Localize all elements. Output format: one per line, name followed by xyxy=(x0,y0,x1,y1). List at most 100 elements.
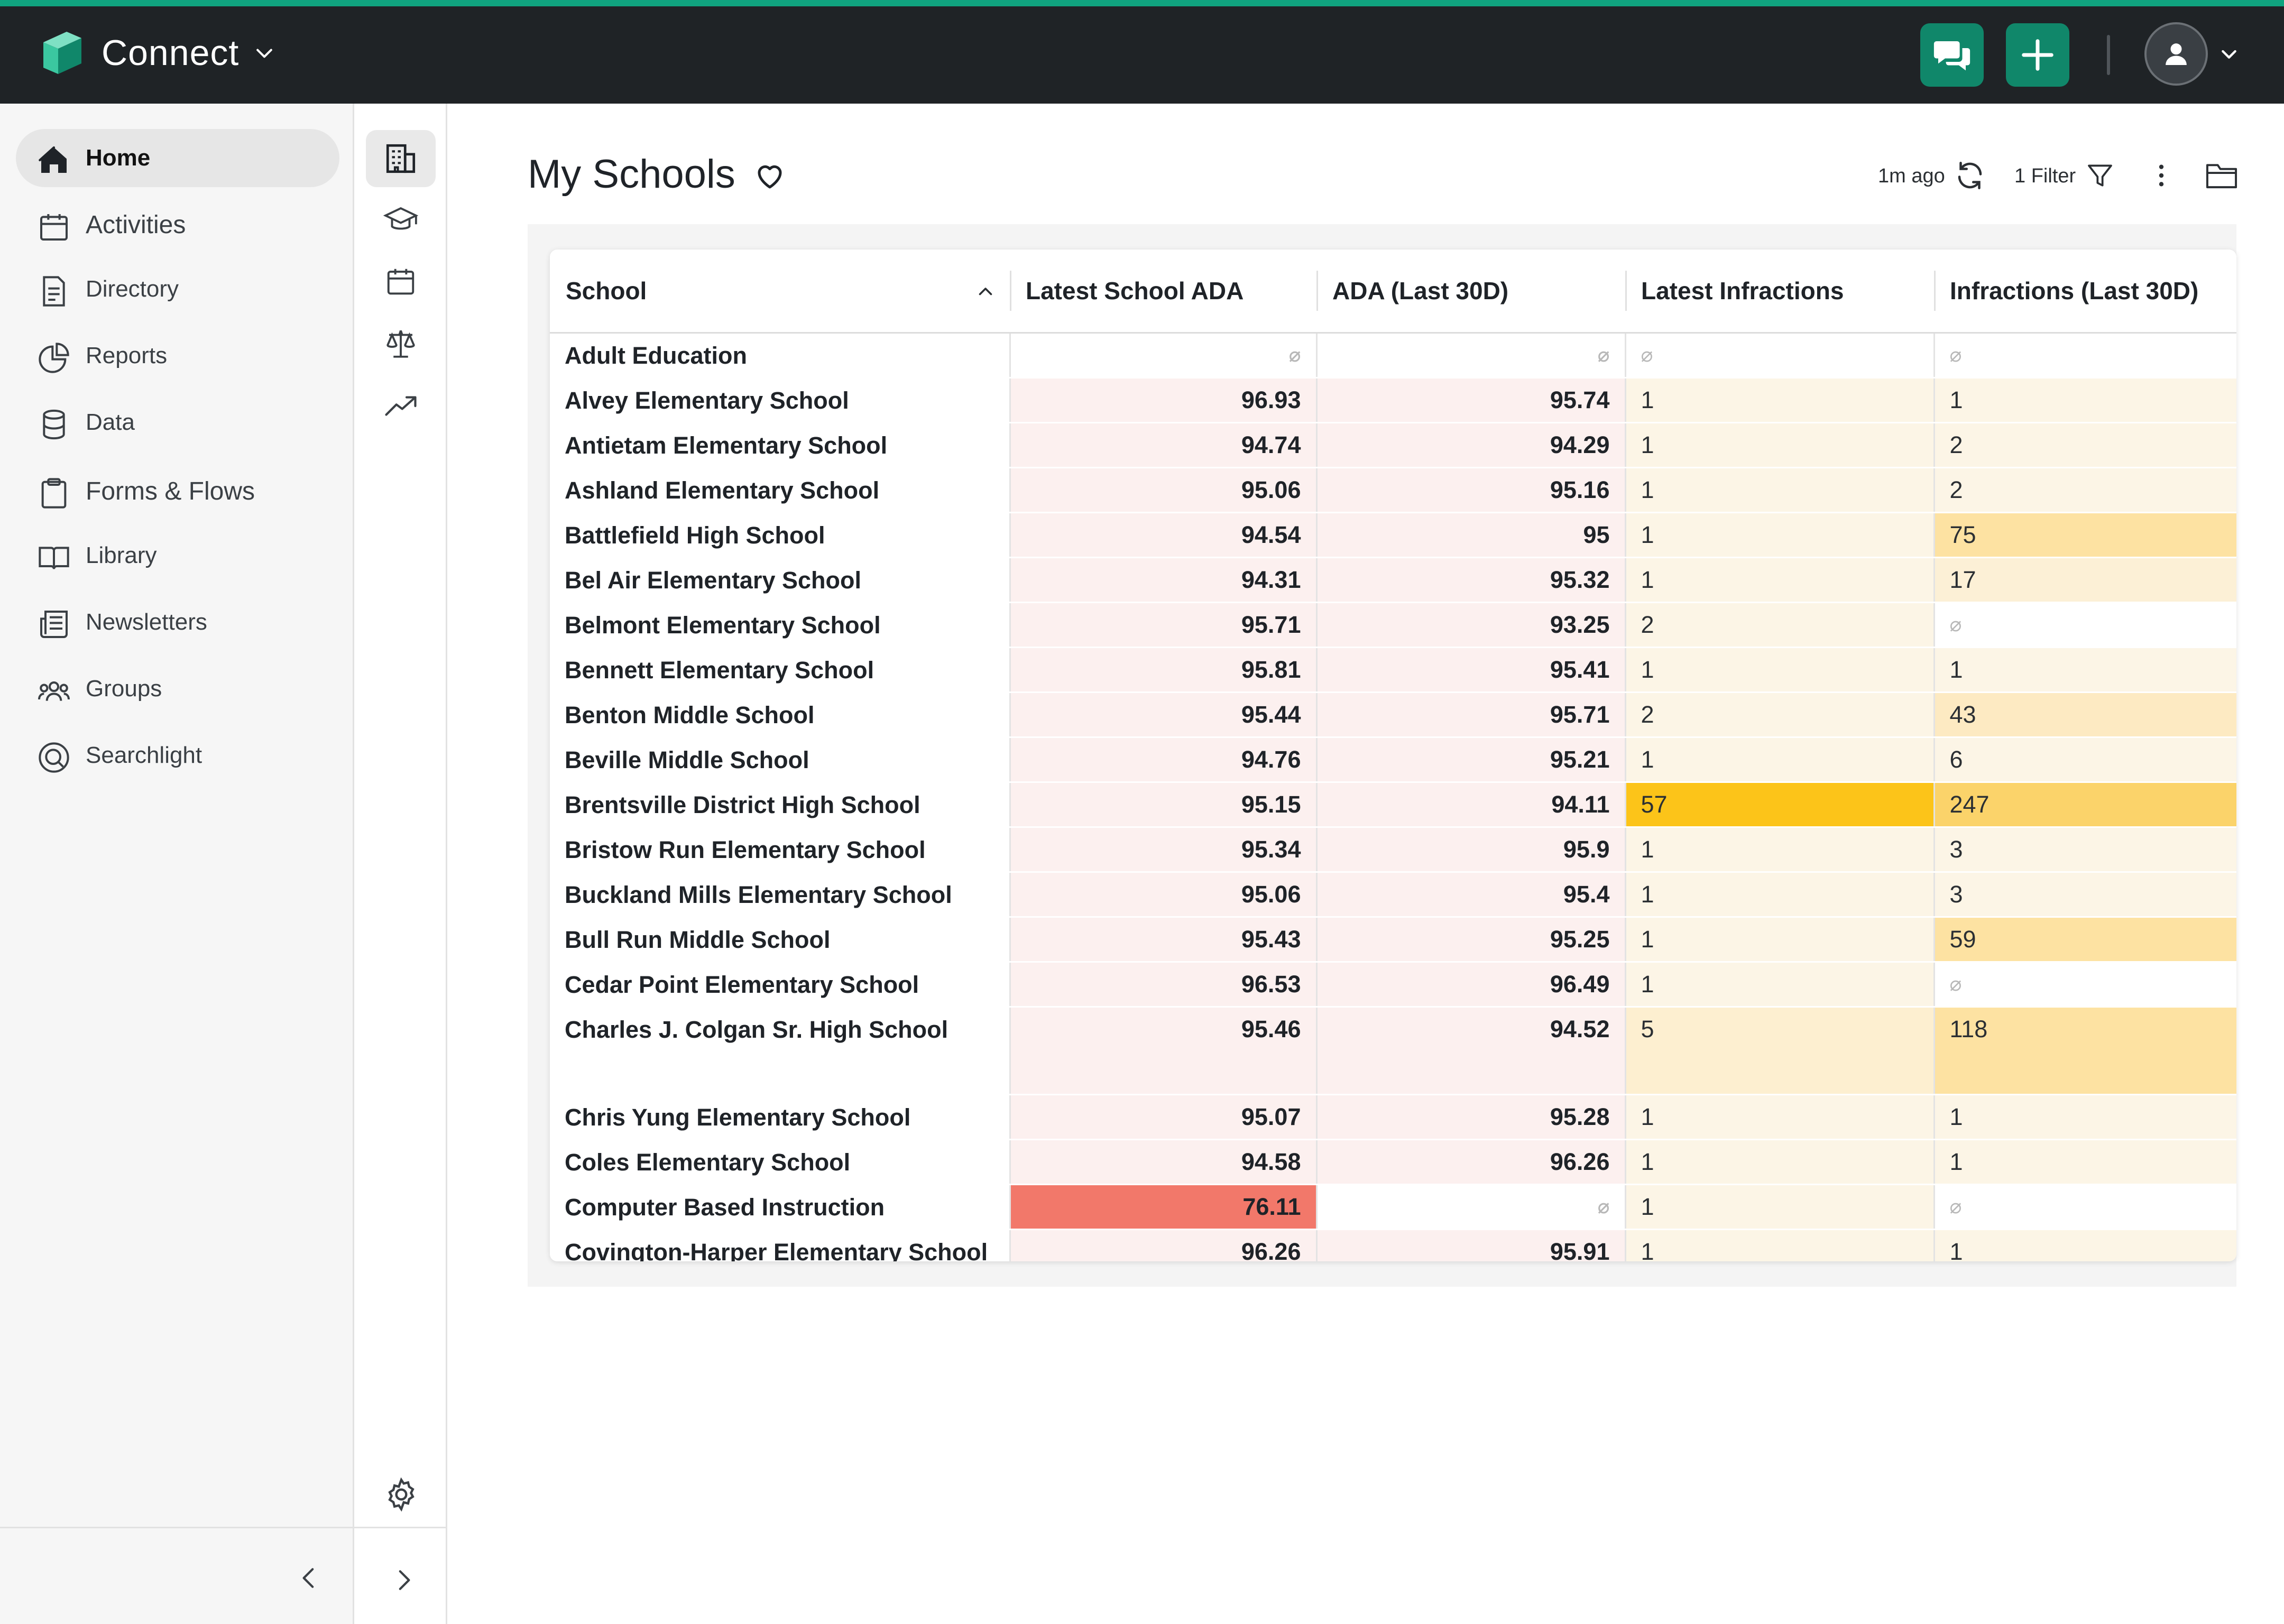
rail-discipline-button[interactable] xyxy=(366,315,436,372)
sidebar-item-forms-flows[interactable]: Forms & Flows xyxy=(16,462,339,520)
plus-icon xyxy=(2022,39,2053,71)
school-name-cell[interactable]: Bull Run Middle School xyxy=(550,917,1010,963)
table-row[interactable]: Charles J. Colgan Sr. High School 95.46 94… xyxy=(550,1007,2236,1095)
table-row[interactable]: Buckland Mills Elementary School 95.06 95.… xyxy=(550,872,2236,918)
latest-infractions-cell: 1 xyxy=(1624,557,1934,603)
rail-calendar-button[interactable] xyxy=(366,253,436,310)
latest-ada-cell: ⌀ xyxy=(1009,333,1316,379)
school-name-cell[interactable]: Computer Based Instruction xyxy=(550,1184,1010,1230)
school-name-cell[interactable]: Buckland Mills Elementary School xyxy=(550,872,1010,918)
school-name-cell[interactable]: Alvey Elementary School xyxy=(550,377,1010,423)
account-chevron-down-icon[interactable] xyxy=(2218,43,2240,64)
refresh-icon[interactable] xyxy=(1954,160,1986,191)
latest-ada-cell: 94.58 xyxy=(1009,1139,1316,1185)
table-row[interactable]: Chris Yung Elementary School 95.07 95.28 1 1 xyxy=(550,1094,2236,1140)
collapse-sidebar-chevron-left-icon[interactable] xyxy=(296,1565,323,1591)
ada-30d-cell: ⌀ xyxy=(1315,1184,1625,1230)
school-name-cell[interactable]: Coles Elementary School xyxy=(550,1139,1010,1185)
ada-30d-cell: 95.91 xyxy=(1315,1229,1625,1261)
school-name-cell[interactable]: Bristow Run Elementary School xyxy=(550,827,1010,873)
sidebar xyxy=(0,104,354,1624)
filter-button[interactable]: 1 Filter xyxy=(2014,165,2076,187)
sidebar-item-reports[interactable]: Reports xyxy=(16,327,339,385)
table-row[interactable]: Ashland Elementary School 95.06 95.16 1 2 xyxy=(550,467,2236,513)
column-header-school[interactable]: School xyxy=(550,250,1010,334)
school-name-cell[interactable]: Cedar Point Elementary School xyxy=(550,962,1010,1008)
school-name-cell[interactable]: Belmont Elementary School xyxy=(550,602,1010,648)
sidebar-item-data[interactable]: Data xyxy=(16,393,339,451)
column-header-latest-ada[interactable]: Latest School ADA xyxy=(1010,250,1316,334)
sidebar-item-groups[interactable]: Groups xyxy=(16,660,339,718)
table-row[interactable]: Cedar Point Elementary School 96.53 96.49 1… xyxy=(550,962,2236,1008)
table-row[interactable]: Alvey Elementary School 96.93 95.74 1 1 xyxy=(550,377,2236,423)
table-row[interactable]: Bull Run Middle School 95.43 95.25 1 59 xyxy=(550,917,2236,963)
table-row[interactable]: Benton Middle School 95.44 95.71 2 43 xyxy=(550,692,2236,738)
table-row[interactable]: Bel Air Elementary School 94.31 95.32 1 17 xyxy=(550,557,2236,603)
school-name-cell[interactable]: Chris Yung Elementary School xyxy=(550,1094,1010,1140)
more-vertical-icon[interactable] xyxy=(2147,160,2176,191)
table-row[interactable]: Adult Education ⌀ ⌀ ⌀ ⌀ xyxy=(550,333,2236,379)
ada-30d-cell: 94.11 xyxy=(1315,782,1625,828)
school-name-cell[interactable]: Beville Middle School xyxy=(550,737,1010,783)
infractions-30d-cell: 3 xyxy=(1933,872,2236,918)
favorite-heart-icon[interactable] xyxy=(754,161,786,192)
table-row[interactable]: Bennett Elementary School 95.81 95.41 1 1 xyxy=(550,647,2236,693)
sidebar-item-searchlight[interactable]: Searchlight xyxy=(16,726,339,785)
column-header-latest-infractions[interactable]: Latest Infractions xyxy=(1625,250,1934,334)
add-button[interactable] xyxy=(2006,23,2069,87)
ada-30d-cell: 95.21 xyxy=(1315,737,1625,783)
ada-30d-cell: 94.29 xyxy=(1315,422,1625,468)
ada-30d-cell: 96.49 xyxy=(1315,962,1625,1008)
school-name-cell[interactable]: Adult Education xyxy=(550,333,1010,379)
rail-trends-button[interactable] xyxy=(366,377,436,435)
connect-logo-icon[interactable] xyxy=(37,27,88,78)
table-row[interactable]: Battlefield High School 94.54 95 1 75 xyxy=(550,512,2236,558)
school-name-cell[interactable]: Covington-Harper Elementary School xyxy=(550,1229,1010,1261)
filter-icon[interactable] xyxy=(2085,161,2115,190)
sidebar-item-activities[interactable]: Activities xyxy=(16,196,339,254)
sidebar-item-library[interactable]: Library xyxy=(16,527,339,585)
infractions-30d-cell: 2 xyxy=(1933,467,2236,513)
sidebar-item-newsletters[interactable]: Newsletters xyxy=(16,593,339,651)
table-row[interactable]: Antietam Elementary School 94.74 94.29 1 2 xyxy=(550,422,2236,468)
latest-infractions-cell: 1 xyxy=(1624,962,1934,1008)
school-name-cell[interactable]: Ashland Elementary School xyxy=(550,467,1010,513)
school-name-cell[interactable]: Bel Air Elementary School xyxy=(550,557,1010,603)
app-name[interactable]: Connect xyxy=(102,33,240,73)
school-name-cell[interactable]: Battlefield High School xyxy=(550,512,1010,558)
table-row[interactable]: Beville Middle School 94.76 95.21 1 6 xyxy=(550,737,2236,783)
gear-icon[interactable] xyxy=(383,1476,420,1513)
expand-chevron-right-icon[interactable] xyxy=(390,1567,417,1593)
table-row[interactable]: Bristow Run Elementary School 95.34 95.9 1 3 xyxy=(550,827,2236,873)
rail-schools-button[interactable] xyxy=(366,130,436,187)
school-name-cell[interactable]: Bennett Elementary School xyxy=(550,647,1010,693)
building-icon xyxy=(386,144,416,173)
sort-ascending-chevron-up-icon[interactable] xyxy=(976,282,995,301)
column-header-infractions-30d[interactable]: Infractions (Last 30D) xyxy=(1934,250,2236,334)
table-row[interactable]: Belmont Elementary School 95.71 93.25 2 ⌀ xyxy=(550,602,2236,648)
ada-30d-cell: 95.16 xyxy=(1315,467,1625,513)
rail-students-button[interactable] xyxy=(366,191,436,248)
last-updated-text: 1m ago xyxy=(1878,165,1945,187)
ada-30d-cell: ⌀ xyxy=(1315,333,1625,379)
messages-button[interactable] xyxy=(1920,23,1984,87)
school-name-cell[interactable]: Brentsville District High School xyxy=(550,782,1010,828)
column-header-ada-30d[interactable]: ADA (Last 30D) xyxy=(1316,250,1625,334)
infractions-30d-cell: 17 xyxy=(1933,557,2236,603)
table-row[interactable]: Covington-Harper Elementary School 96.26 9… xyxy=(550,1229,2236,1261)
latest-ada-cell: 95.07 xyxy=(1009,1094,1316,1140)
sidebar-item-directory[interactable]: Directory xyxy=(16,260,339,318)
folder-icon[interactable] xyxy=(2205,161,2239,190)
school-name-cell[interactable]: Antietam Elementary School xyxy=(550,422,1010,468)
sidebar-item-home[interactable]: Home xyxy=(16,129,339,187)
table-row[interactable]: Computer Based Instruction 76.11 ⌀ 1 ⌀ xyxy=(550,1184,2236,1230)
school-name-cell[interactable]: Benton Middle School xyxy=(550,692,1010,738)
user-avatar[interactable] xyxy=(2144,22,2208,86)
table-row[interactable]: Brentsville District High School 95.15 94.… xyxy=(550,782,2236,828)
infractions-30d-cell: 43 xyxy=(1933,692,2236,738)
school-name-cell[interactable]: Charles J. Colgan Sr. High School xyxy=(550,1007,1010,1095)
column-header-label: ADA (Last 30D) xyxy=(1332,277,1509,304)
chevron-down-icon[interactable] xyxy=(253,41,276,64)
table-header-row: School Latest School ADA ADA (Last 30D) … xyxy=(550,250,2236,334)
table-row[interactable]: Coles Elementary School 94.58 96.26 1 1 xyxy=(550,1139,2236,1185)
